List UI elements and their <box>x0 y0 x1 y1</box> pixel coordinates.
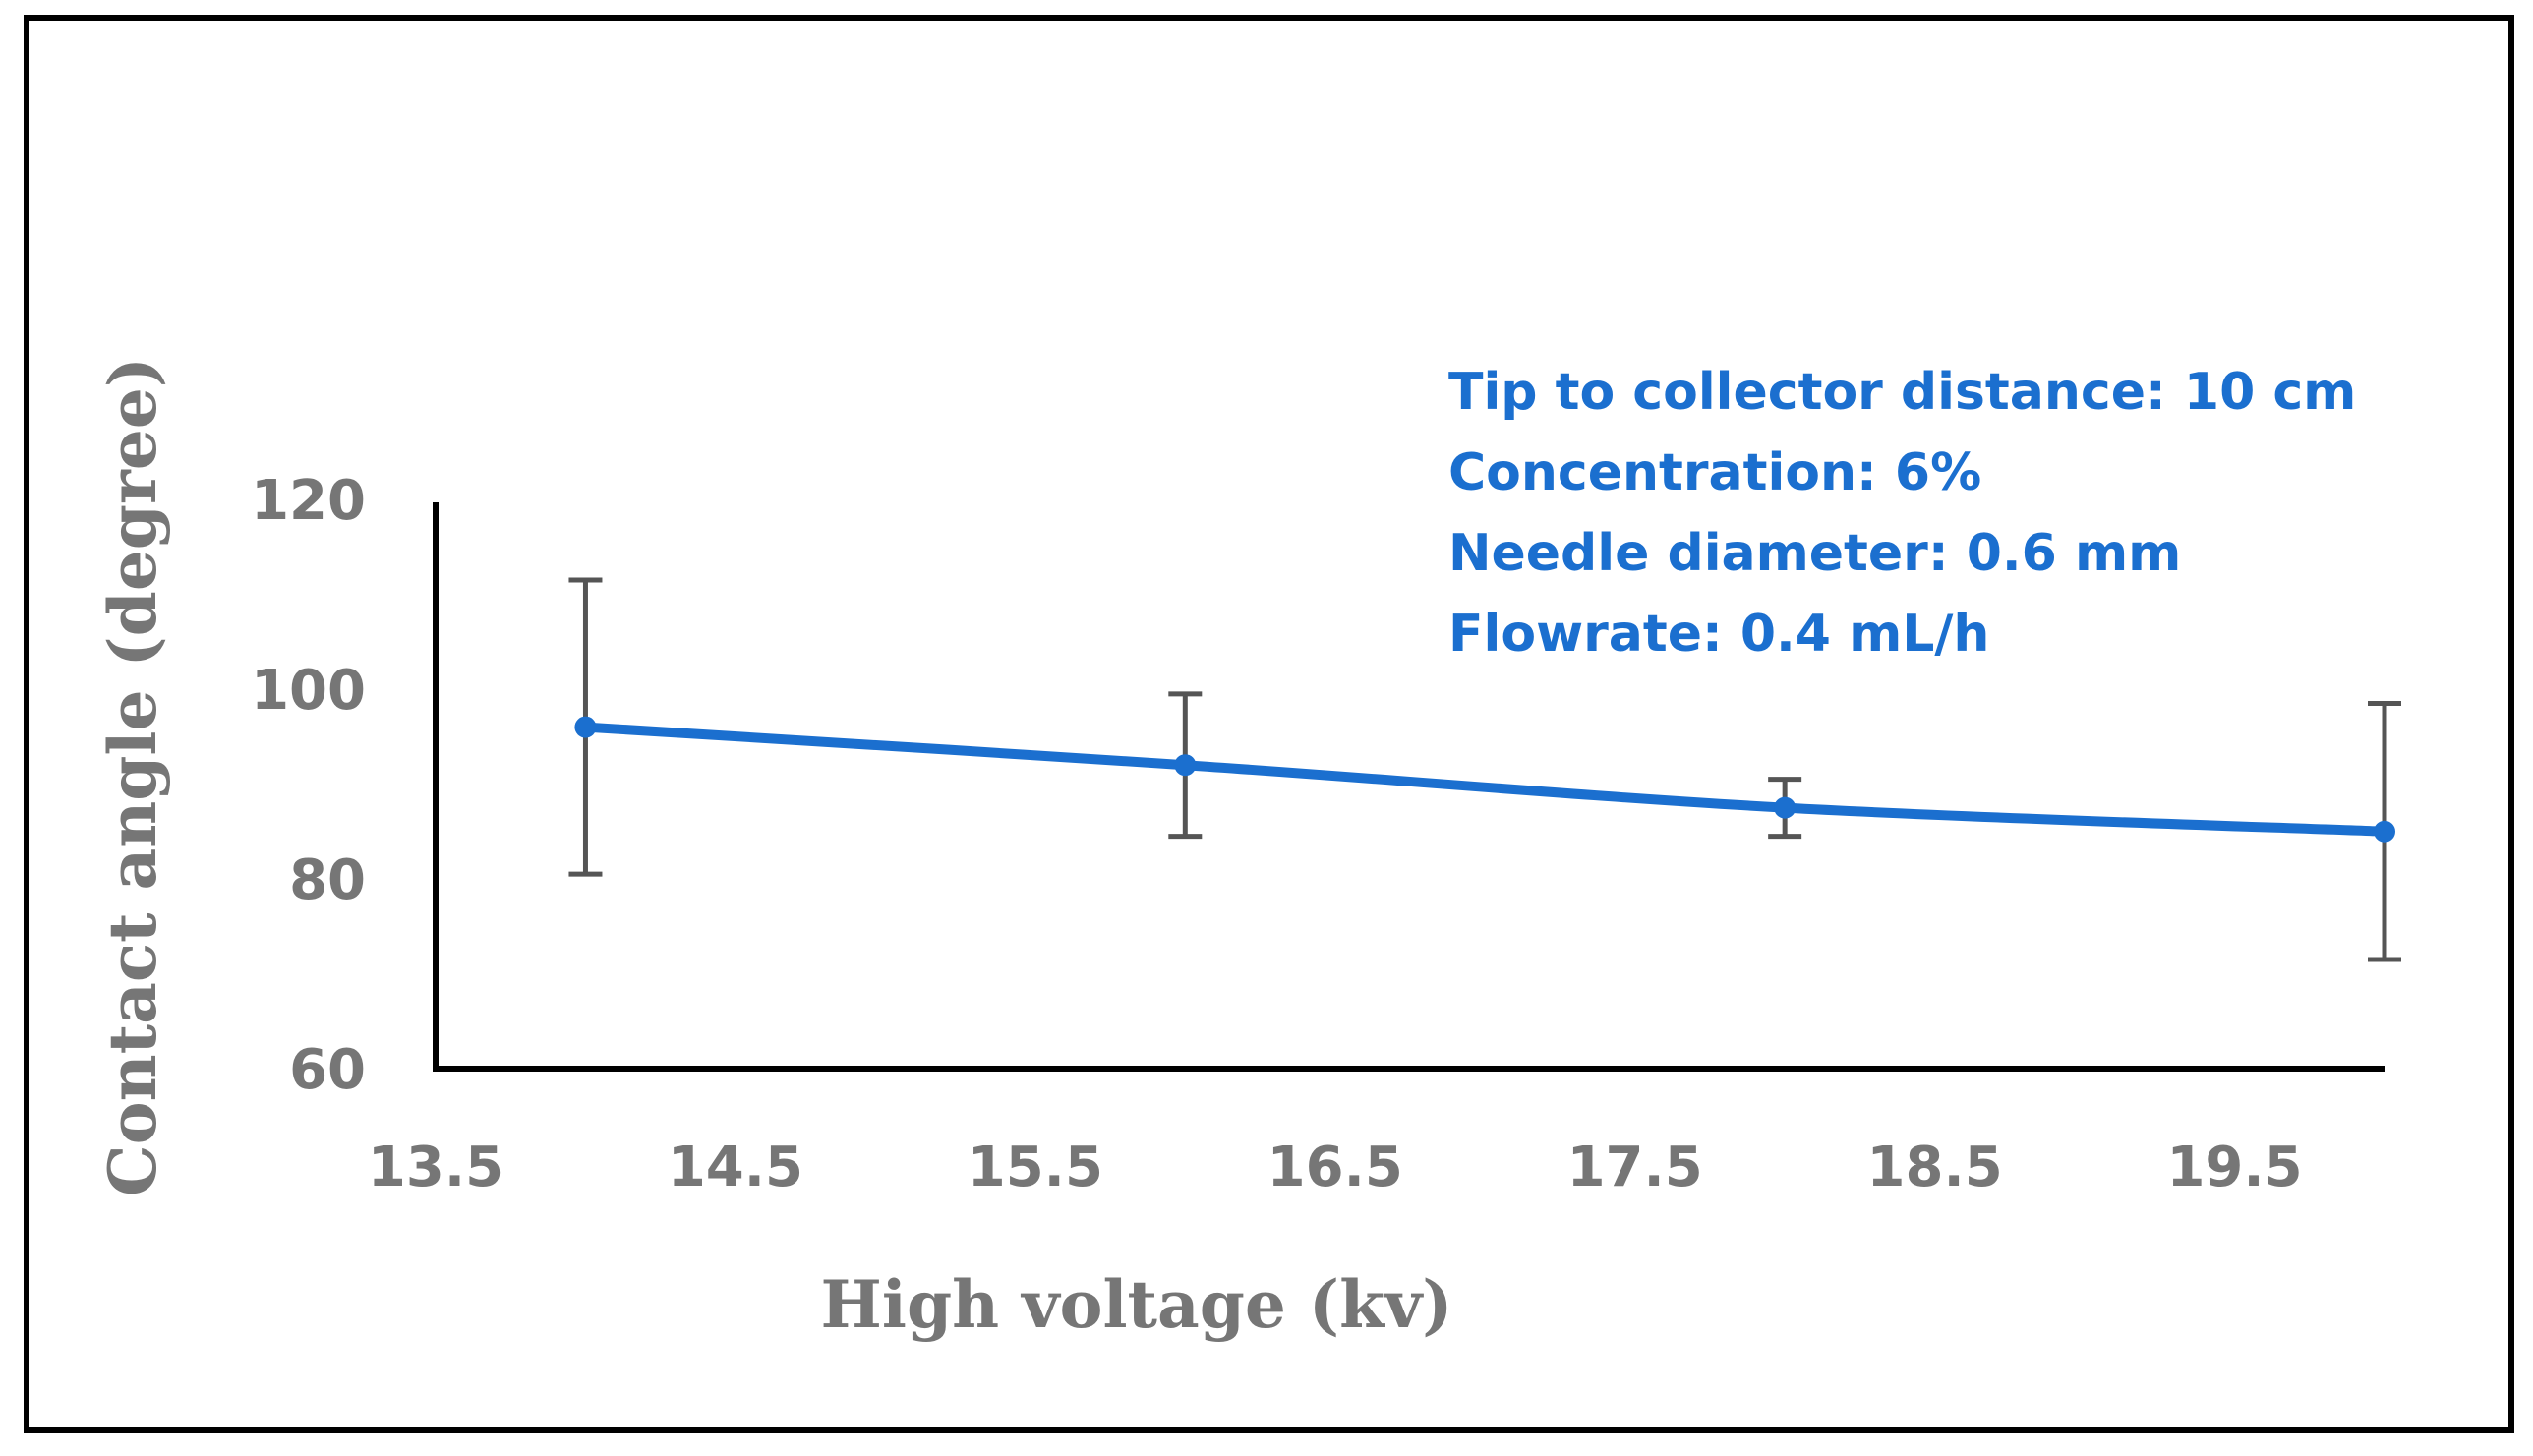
data-point <box>2374 820 2395 843</box>
data-point <box>1174 754 1197 777</box>
series-line <box>580 722 2389 837</box>
chart-frame <box>24 15 2514 1433</box>
x-tick-label: 14.5 <box>668 1136 803 1199</box>
annotation-block: Tip to collector distance: 10 cm Concentr… <box>1448 363 2356 664</box>
axes <box>433 502 2385 1072</box>
data-point <box>574 716 597 738</box>
annotation-line: Flowrate: 0.4 mL/h <box>1448 605 1989 664</box>
x-axis-title: High voltage (kv) <box>821 1266 1453 1343</box>
x-tick-label: 15.5 <box>968 1136 1103 1199</box>
x-tick-label: 16.5 <box>1267 1136 1403 1199</box>
y-tick-label: 120 <box>251 469 366 533</box>
y-tick-labels: 60 80 100 120 <box>251 469 366 1102</box>
x-tick-label: 13.5 <box>368 1136 503 1199</box>
y-tick-label: 60 <box>289 1038 366 1102</box>
annotation-line: Needle diameter: 0.6 mm <box>1448 524 2181 583</box>
data-point <box>1774 796 1797 819</box>
x-tick-label: 19.5 <box>2166 1136 2302 1199</box>
annotation-line: Tip to collector distance: 10 cm <box>1448 363 2356 422</box>
x-tick-labels: 13.5 14.5 15.5 16.5 17.5 18.5 19.5 <box>368 1136 2303 1199</box>
y-tick-label: 100 <box>251 659 366 723</box>
y-tick-label: 80 <box>289 848 366 912</box>
annotation-line: Concentration: 6% <box>1448 443 1981 502</box>
y-axis-title: Contact angle (degree) <box>94 357 171 1196</box>
x-tick-label: 18.5 <box>1867 1136 2003 1199</box>
x-tick-label: 17.5 <box>1567 1136 1703 1199</box>
data-series <box>574 716 2395 843</box>
